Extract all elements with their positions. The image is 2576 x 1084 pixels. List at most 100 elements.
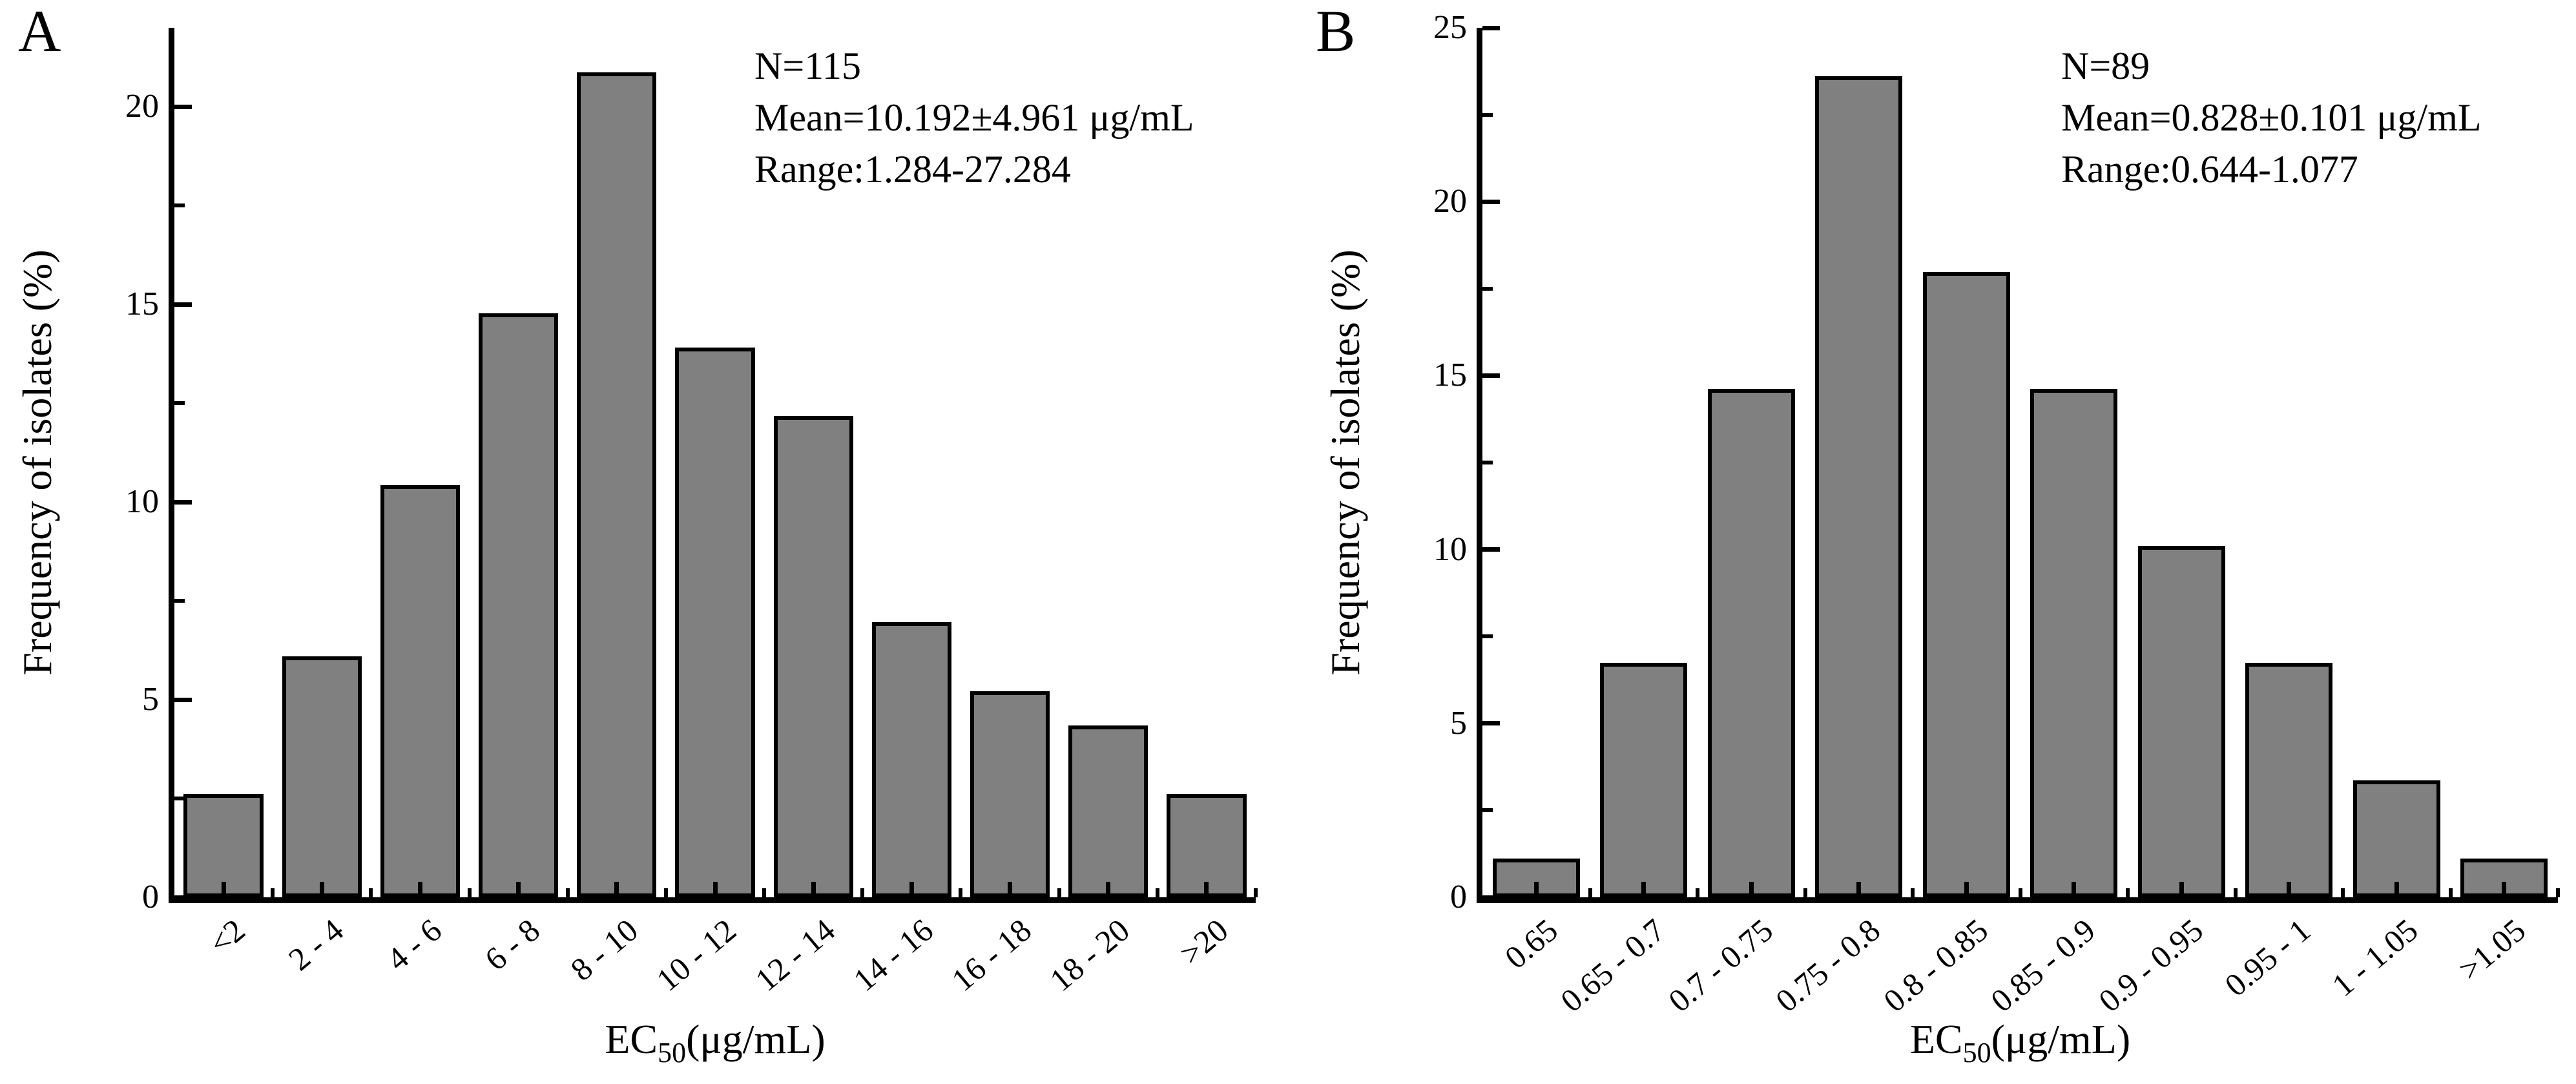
y-minor-tick: [174, 797, 185, 801]
x-minor-tick: [2448, 888, 2453, 897]
x-axis-title-a-prefix: EC: [605, 1016, 658, 1062]
x-minor-tick: [1254, 888, 1258, 897]
x-major-tick: [1964, 882, 1969, 897]
y-major-tick: [1482, 721, 1500, 726]
x-major-tick: [1749, 882, 1754, 897]
x-major-tick: [811, 882, 816, 897]
x-major-tick: [1533, 882, 1539, 897]
x-minor-tick: [565, 888, 570, 897]
x-minor-tick: [860, 888, 865, 897]
bar: [479, 313, 559, 897]
bar: [675, 347, 755, 897]
y-minor-tick: [1482, 461, 1493, 464]
x-major-tick: [2502, 882, 2507, 897]
x-major-tick: [221, 882, 226, 897]
x-axis-title-b-suffix: (μg/mL): [1991, 1016, 2131, 1062]
x-category-label: 6 - 8: [477, 912, 546, 978]
panel-b-letter: B: [1316, 0, 1356, 64]
x-minor-tick: [467, 888, 472, 897]
stat-n-b: N=89: [2061, 45, 2150, 87]
x-minor-tick: [2233, 888, 2238, 897]
y-minor-tick: [174, 599, 185, 603]
x-major-tick: [1856, 882, 1862, 897]
x-axis-line: [169, 897, 1256, 903]
y-tick-label: 0: [1450, 879, 1467, 915]
x-category-label: 0.9 - 0.95: [2091, 912, 2210, 1019]
x-axis-line: [1477, 897, 2558, 903]
x-category-label: 8 - 10: [563, 912, 645, 988]
x-major-tick: [2072, 882, 2077, 897]
bar: [1068, 725, 1148, 897]
y-tick-label: 25: [1433, 9, 1467, 46]
y-major-tick: [1482, 373, 1500, 378]
y-minor-tick: [1482, 808, 1493, 813]
y-tick-label: 15: [1433, 357, 1467, 394]
x-major-tick: [2287, 882, 2292, 897]
y-major-tick: [1482, 25, 1500, 30]
x-minor-tick: [2018, 888, 2022, 897]
panel-a-letter: A: [18, 0, 61, 64]
bar: [577, 72, 657, 897]
y-tick-label: 5: [142, 681, 159, 718]
x-axis-title-b-subscript: 50: [1962, 1036, 1991, 1068]
bar: [2245, 663, 2333, 897]
y-axis-line: [169, 28, 174, 903]
y-axis-title-b: Frequency of isolates (%): [1322, 249, 1368, 676]
x-major-tick: [1641, 882, 1646, 897]
x-major-tick: [417, 882, 422, 897]
x-category-label: <2: [202, 912, 252, 962]
y-tick-label: 5: [1450, 704, 1467, 742]
panel-a: A Frequency of isolates (%) N=115 Mean=1…: [14, 0, 1258, 1068]
bar: [1922, 271, 2010, 897]
stat-range-b: Range:0.644-1.077: [2061, 148, 2358, 191]
x-major-tick: [909, 882, 914, 897]
y-minor-tick: [174, 401, 185, 406]
x-major-tick: [2179, 882, 2184, 897]
x-category-label: 0.65: [1497, 912, 1564, 976]
x-category-label: >1.05: [2451, 912, 2533, 988]
y-major-tick: [174, 697, 192, 702]
bar: [1707, 389, 1795, 897]
x-category-label: 0.65 - 0.7: [1553, 912, 1672, 1019]
bar: [1600, 663, 1688, 897]
y-major-tick: [1482, 547, 1500, 552]
bar: [2030, 389, 2118, 897]
x-minor-tick: [271, 888, 275, 897]
bar: [2353, 780, 2440, 897]
stat-mean-b: Mean=0.828±0.101 μg/mL: [2061, 96, 2482, 139]
x-minor-tick: [2556, 888, 2560, 897]
x-major-tick: [712, 882, 718, 897]
x-minor-tick: [762, 888, 767, 897]
x-category-label: 4 - 6: [379, 912, 448, 978]
x-major-tick: [614, 882, 619, 897]
y-tick-label: 20: [1433, 183, 1467, 220]
x-major-tick: [2394, 882, 2399, 897]
x-category-label: 10 - 12: [649, 912, 743, 999]
bar: [970, 691, 1050, 897]
x-category-label: 12 - 14: [748, 912, 842, 999]
y-minor-tick: [1482, 286, 1493, 291]
x-category-label: 0.85 - 0.9: [1984, 912, 2103, 1019]
x-category-label: 0.8 - 0.85: [1876, 912, 1995, 1019]
bar: [871, 622, 951, 897]
x-axis-title-a-subscript: 50: [658, 1036, 687, 1068]
stat-range-a: Range:1.284-27.284: [754, 148, 1071, 191]
y-tick-label: 10: [1433, 530, 1467, 568]
y-minor-tick: [1482, 634, 1493, 639]
x-minor-tick: [369, 888, 373, 897]
y-tick-label: 15: [125, 286, 159, 323]
x-category-label: 18 - 20: [1043, 912, 1137, 999]
x-minor-tick: [1155, 888, 1159, 897]
y-major-tick: [174, 499, 192, 505]
bar: [773, 416, 853, 897]
x-minor-tick: [1803, 888, 1807, 897]
x-axis-title-b-prefix: EC: [1909, 1016, 1963, 1062]
x-category-label: 0.7 - 0.75: [1661, 912, 1780, 1019]
x-category-label: 16 - 18: [944, 912, 1038, 999]
x-category-label: 2 - 4: [281, 912, 350, 978]
bar: [380, 485, 461, 897]
x-minor-tick: [1588, 888, 1592, 897]
x-major-tick: [1106, 882, 1111, 897]
stat-mean-a: Mean=10.192±4.961 μg/mL: [754, 96, 1194, 139]
x-axis-title-a-suffix: (μg/mL): [686, 1016, 826, 1062]
